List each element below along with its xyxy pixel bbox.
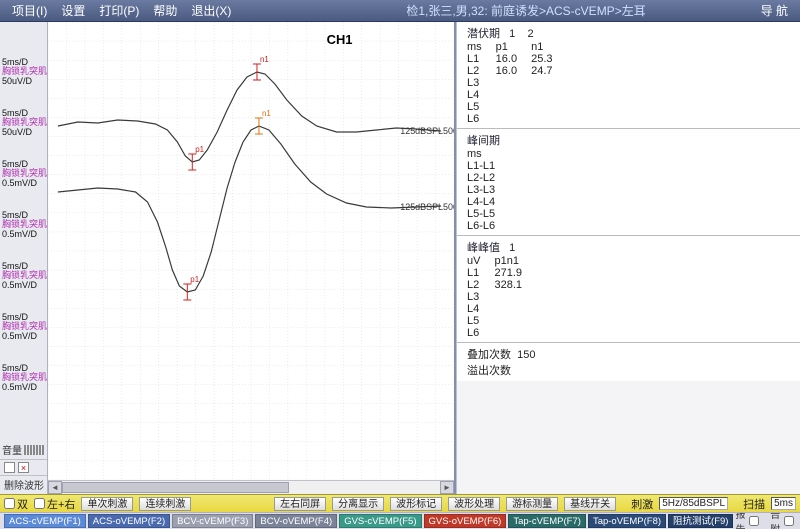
- interpeak-section: 峰间期 ms L1-L1L2-L2L3-L3L4-L4L5-L5L6-L6: [457, 129, 800, 236]
- interpeak-row: L2-L2: [467, 172, 792, 184]
- svg-text:n1: n1: [260, 55, 269, 64]
- chart-h-scrollbar[interactable]: ◄ ►: [48, 480, 454, 494]
- amplitude-row: L3: [467, 291, 536, 303]
- left-axis-column: 5ms/D胸锁乳突肌50uV/D5ms/D胸锁乳突肌50uV/D5ms/D胸锁乳…: [0, 22, 48, 494]
- btn-wave-mark[interactable]: 波形标记: [390, 497, 442, 511]
- add-count-value: 150: [517, 349, 535, 361]
- interpeak-title: 峰间期: [467, 132, 792, 148]
- scan-value[interactable]: 5ms: [771, 497, 796, 510]
- menu-help[interactable]: 帮助: [147, 0, 183, 21]
- menu-print[interactable]: 打印(P): [93, 0, 145, 21]
- delete-button[interactable]: ×: [18, 462, 29, 473]
- undo-button[interactable]: [4, 462, 15, 473]
- mode-tab[interactable]: 阻抗测试(F9): [668, 514, 733, 528]
- undo-redo-row: ×: [0, 459, 47, 475]
- scroll-right-arrow[interactable]: ►: [440, 481, 454, 494]
- report-label[interactable]: 报告: [735, 512, 745, 529]
- chk-lr[interactable]: 左+右: [34, 496, 75, 512]
- stim-label: 刺激: [631, 496, 653, 512]
- amplitude-section: 峰峰值 1 uVp1n1 L1271.9L2328.1L3L4L5L6: [457, 236, 800, 343]
- latency-row: L216.024.7: [467, 65, 567, 77]
- trace-1[interactable]: [58, 72, 441, 162]
- amplitude-title: 峰峰值: [467, 242, 500, 254]
- svg-text:p1: p1: [195, 145, 204, 154]
- latency-row: L116.025.3: [467, 53, 567, 65]
- overflow-count-label: 溢出次数: [467, 362, 792, 378]
- marker-p1[interactable]: p1: [188, 145, 204, 170]
- menu-settings[interactable]: 设置: [55, 0, 91, 21]
- channel-scale-group: 5ms/D胸锁乳突肌0.5mV/D: [0, 211, 47, 262]
- report-checkbox[interactable]: [749, 516, 759, 526]
- menu-left: 项目(I) 设置 打印(P) 帮助 退出(X): [6, 0, 237, 21]
- amplitude-row: L2328.1: [467, 279, 536, 291]
- interpeak-row: L4-L4: [467, 196, 792, 208]
- btn-cursor-measure[interactable]: 游标测量: [506, 497, 558, 511]
- channel-scale-group: 5ms/D胸锁乳突肌0.5mV/D: [0, 364, 47, 415]
- channel-scale-group: 5ms/D胸锁乳突肌50uV/D: [0, 58, 47, 109]
- counts-section: 叠加次数 150 溢出次数: [457, 343, 800, 381]
- latency-row: L4: [467, 89, 567, 101]
- trace-1-label: 125dBSPL500T: [400, 126, 454, 136]
- volume-label: 音量: [2, 442, 22, 457]
- menu-nav[interactable]: 导 航: [755, 0, 794, 21]
- channel-scale-group: 5ms/D胸锁乳突肌0.5mV/D: [0, 313, 47, 364]
- latency-row: L3: [467, 77, 567, 89]
- menu-exit[interactable]: 退出(X): [185, 0, 237, 21]
- volume-bars-icon[interactable]: [24, 445, 44, 455]
- interpeak-row: L1-L1: [467, 160, 792, 172]
- report-attach-checkbox[interactable]: [784, 516, 794, 526]
- add-count-label: 叠加次数: [467, 349, 511, 361]
- menu-project[interactable]: 项目(I): [6, 0, 53, 21]
- svg-text:n1: n1: [262, 109, 271, 118]
- latency-section: 潜伏期 1 2 msp1n1 L116.025.3L216.024.7L3L4L…: [457, 22, 800, 129]
- amplitude-row: L1271.9: [467, 267, 536, 279]
- chart-title: CH1: [327, 32, 353, 47]
- mode-tab[interactable]: ACS-cVEMP(F1): [4, 514, 86, 528]
- interpeak-row: L6-L6: [467, 220, 792, 232]
- channel-scale-group: 5ms/D胸锁乳突肌0.5mV/D: [0, 160, 47, 211]
- mode-tab-bar: ACS-cVEMP(F1)ACS-oVEMP(F2)BCV-cVEMP(F3)B…: [0, 512, 800, 529]
- mode-tab[interactable]: BCV-cVEMP(F3): [172, 514, 253, 528]
- mode-tab[interactable]: Tap-cVEMP(F7): [508, 514, 586, 528]
- scan-label: 扫描: [743, 496, 765, 512]
- latency-title: 潜伏期: [467, 28, 500, 40]
- interpeak-row: L5-L5: [467, 208, 792, 220]
- channel-scale-group: 5ms/D胸锁乳突肌50uV/D: [0, 109, 47, 160]
- main-area: 5ms/D胸锁乳突肌50uV/D5ms/D胸锁乳突肌50uV/D5ms/D胸锁乳…: [0, 22, 800, 494]
- chk-dual[interactable]: 双: [4, 496, 28, 512]
- trace-2[interactable]: [58, 126, 441, 292]
- title-patient-info: 检1,张三,男,32: 前庭诱发>ACS-cVEMP>左耳: [237, 2, 754, 19]
- btn-cont-stim[interactable]: 连续刺激: [139, 497, 191, 511]
- channel-scale-labels: 5ms/D胸锁乳突肌50uV/D5ms/D胸锁乳突肌50uV/D5ms/D胸锁乳…: [0, 22, 47, 440]
- mode-tab[interactable]: BCV-oVEMP(F4): [255, 514, 337, 528]
- mode-tab[interactable]: ACS-oVEMP(F2): [88, 514, 170, 528]
- amplitude-row: L5: [467, 315, 536, 327]
- svg-text:p1: p1: [190, 275, 199, 284]
- waveform-chart[interactable]: 125dBSPL500T p1 n1 125dBSPL500T p1 n1 CH1 ◄ ►: [48, 22, 456, 494]
- interpeak-row: L3-L3: [467, 184, 792, 196]
- amplitude-row: L6: [467, 327, 536, 339]
- mode-tab[interactable]: GVS-cVEMP(F5): [339, 514, 421, 528]
- scroll-left-arrow[interactable]: ◄: [48, 481, 62, 494]
- btn-single-stim[interactable]: 单次刺激: [81, 497, 133, 511]
- data-panel: 潜伏期 1 2 msp1n1 L116.025.3L216.024.7L3L4L…: [456, 22, 800, 494]
- mode-tab[interactable]: Tap-oVEMP(F8): [588, 514, 666, 528]
- latency-row: L6: [467, 113, 567, 125]
- delete-wave-label[interactable]: 删除波形: [0, 475, 47, 494]
- report-attach-label[interactable]: 报告附图: [770, 512, 780, 529]
- btn-baseline-toggle[interactable]: 基线开关: [564, 497, 616, 511]
- menubar: 项目(I) 设置 打印(P) 帮助 退出(X) 检1,张三,男,32: 前庭诱发…: [0, 0, 800, 22]
- btn-split[interactable]: 分离显示: [332, 497, 384, 511]
- channel-scale-group: 5ms/D胸锁乳突肌0.5mV/D: [0, 262, 47, 313]
- volume-row: 音量: [0, 440, 47, 459]
- amplitude-row: L4: [467, 303, 536, 315]
- trace-2-label: 125dBSPL500T: [400, 202, 454, 212]
- scroll-thumb[interactable]: [62, 482, 289, 493]
- control-bar: 双 左+右 单次刺激 连续刺激 左右同屏 分离显示 波形标记 波形处理 游标测量…: [0, 494, 800, 512]
- btn-lr-same[interactable]: 左右同屏: [274, 497, 326, 511]
- latency-row: L5: [467, 101, 567, 113]
- btn-wave-proc[interactable]: 波形处理: [448, 497, 500, 511]
- mode-tab[interactable]: GVS-oVEMP(F6): [424, 514, 507, 528]
- stim-value[interactable]: 5Hz/85dBSPL: [659, 497, 728, 510]
